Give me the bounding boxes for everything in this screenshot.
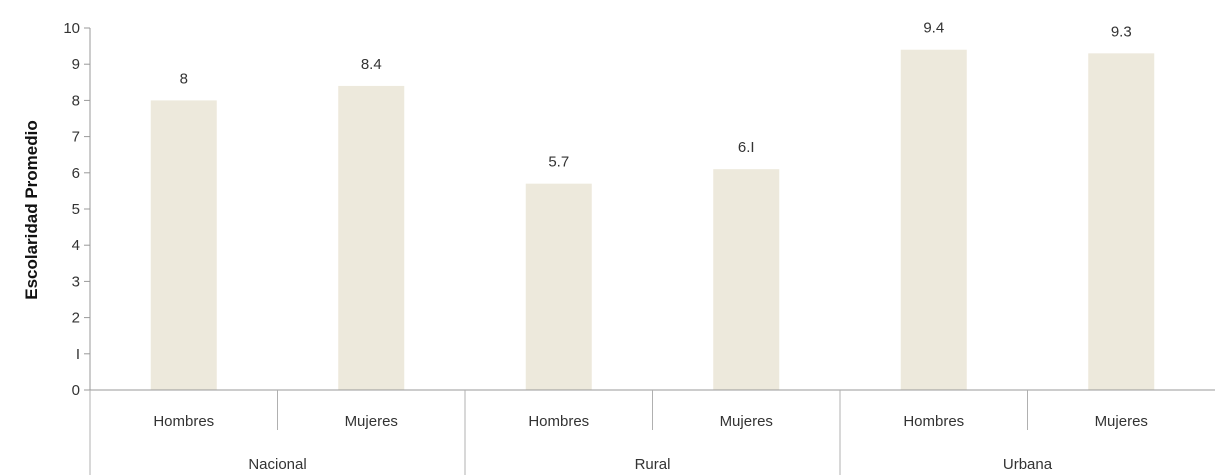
y-axis-title: Escolaridad Promedio [22,120,41,300]
y-tick-label: 9 [72,56,80,73]
data-label: 9.3 [1111,23,1132,40]
category-label: Hombres [528,413,589,430]
y-tick-label: 2 [72,310,80,327]
category-label: Mujeres [345,413,398,430]
y-tick-label: 7 [72,129,80,146]
data-label: 5.7 [548,154,569,171]
bar [150,100,217,391]
y-tick-label: 10 [63,20,80,37]
y-tick-label: 6 [72,165,80,182]
group-label: Urbana [1003,456,1053,473]
y-tick-label: 8 [72,92,80,109]
y-tick-label: 3 [72,273,80,290]
bar [900,49,967,390]
data-label: 8.4 [361,56,382,73]
axes [89,28,1215,475]
category-label: Mujeres [720,413,773,430]
data-label: 6.I [738,139,755,156]
category-label: Hombres [153,413,214,430]
bar [525,183,592,390]
data-label: 9.4 [923,20,944,37]
bar [713,169,780,390]
bars: 8 8.4 5.7 6.I 9.4 9.3 [150,20,1155,391]
bar [1088,53,1155,391]
y-tick-label: I [76,346,80,363]
group-label: Nacional [248,456,306,473]
category-label: Mujeres [1095,413,1148,430]
y-tick-label: 5 [72,201,80,218]
y-axis-ticks: 0 I 2 3 4 5 6 7 8 9 10 [63,20,90,399]
bar [338,85,405,391]
data-label: 8 [180,70,188,87]
y-tick-label: 4 [72,237,80,254]
group-label: Rural [635,456,671,473]
category-label: Hombres [903,413,964,430]
y-tick-label: 0 [72,382,80,399]
x-axis-labels: Hombres Mujeres Nacional Hombres Mujeres Rura… [153,413,1148,473]
